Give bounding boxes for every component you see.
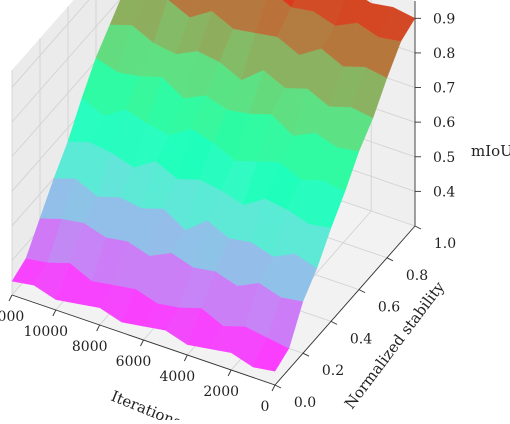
- y-tick-mark: [414, 225, 422, 230]
- z-tick-label: 0.6: [433, 115, 455, 131]
- surface-facet: [189, 0, 218, 18]
- surface-facet: [282, 0, 295, 8]
- x-tick-label: 6000: [116, 354, 152, 370]
- z-tick-label: 0.5: [433, 150, 455, 166]
- z-tick-label: 0.7: [433, 81, 455, 97]
- x-tick-label: 0: [261, 399, 270, 415]
- surface-facet: [291, 0, 322, 12]
- x-tick-mark: [271, 384, 276, 392]
- y-tick-mark: [330, 320, 338, 325]
- y-tick-label: 0.4: [350, 331, 372, 347]
- x-tick-label: 4000: [159, 369, 195, 385]
- x-tick-mark: [52, 309, 57, 317]
- surface-facet: [378, 7, 416, 42]
- y-tick-mark: [274, 384, 282, 389]
- y-tick-mark: [358, 289, 366, 294]
- z-tick-label: 0.4: [433, 184, 455, 200]
- y-tick-label: 0.0: [294, 395, 316, 411]
- x-tick-label: 2000: [203, 384, 239, 400]
- y-tick-label: 1.0: [434, 236, 456, 252]
- x-tick-mark: [227, 369, 232, 377]
- y-tick-label: 0.8: [406, 268, 428, 284]
- x-tick-label: 12000: [0, 309, 24, 325]
- surface-mesh: [11, 0, 416, 372]
- z-axis-label: mIoU: [471, 142, 510, 160]
- surface-facet: [168, 0, 197, 18]
- x-tick-mark: [96, 324, 101, 332]
- x-tick-label: 8000: [72, 339, 108, 355]
- x-tick-mark: [8, 294, 13, 302]
- z-gridline: [11, 0, 416, 88]
- y-tick-mark: [302, 352, 310, 357]
- x-axis-label: Iterations: [109, 387, 185, 420]
- x-tick-mark: [140, 339, 144, 347]
- y-axis-line: [274, 225, 416, 386]
- x-tick-label: 10000: [24, 324, 69, 340]
- z-tick-label: 0.9: [433, 11, 455, 27]
- axis-lines: 0 2000 4000 6000 80001000012000 0.0 0.2 0.4 0.6 0…: [0, 1, 456, 415]
- y-tick-mark: [386, 257, 394, 262]
- z-tick-label: 0.8: [433, 46, 455, 62]
- y-tick-label: 0.2: [322, 363, 344, 379]
- x-tick-mark: [183, 354, 188, 362]
- y-tick-label: 0.6: [378, 300, 400, 316]
